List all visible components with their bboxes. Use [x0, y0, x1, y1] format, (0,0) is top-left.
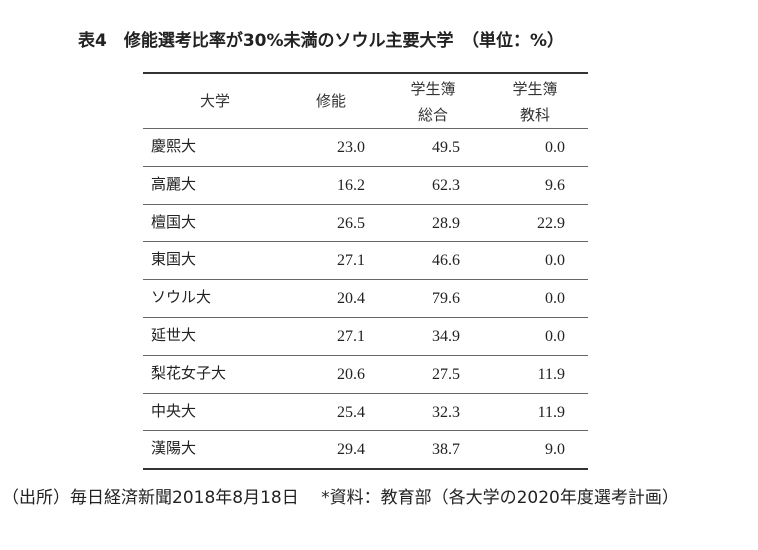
header-cell: 教科	[519, 106, 550, 124]
value-cell: 0.0	[545, 290, 565, 308]
header-rule	[143, 128, 588, 129]
value-cell: 26.5	[337, 214, 365, 232]
university-name: 漢陽大	[151, 439, 197, 458]
row-rule	[143, 165, 588, 167]
value-cell: 11.9	[537, 403, 565, 421]
university-name: 高麗大	[151, 174, 197, 193]
row-rule	[143, 354, 588, 356]
value-cell: 11.9	[537, 365, 565, 383]
value-cell: 0.0	[545, 252, 565, 270]
value-cell: 27.1	[337, 328, 365, 345]
value-cell: 34.9	[432, 328, 460, 345]
row-rule	[143, 279, 588, 281]
value-cell: 29.4	[337, 441, 365, 459]
university-name: ソウル大	[151, 288, 212, 307]
row-rule	[143, 430, 588, 432]
header-cell: 学生簿	[512, 80, 558, 98]
university-name: 梨花女子大	[151, 363, 227, 382]
row-rule	[143, 203, 588, 205]
value-cell: 46.6	[432, 252, 460, 270]
header-cell: 修能	[315, 92, 346, 110]
university-name: 中央大	[151, 401, 197, 420]
value-cell: 38.7	[432, 441, 460, 459]
value-cell: 20.4	[337, 290, 365, 308]
value-cell: 25.4	[337, 403, 365, 421]
header-cell: 総合	[417, 106, 448, 124]
value-cell: 16.2	[337, 176, 365, 194]
value-cell: 27.1	[337, 252, 365, 270]
value-cell: 49.5	[432, 139, 460, 156]
university-name: 東国大	[151, 250, 197, 269]
row-rule	[143, 317, 588, 318]
row-rule	[143, 468, 588, 471]
value-cell: 0.0	[545, 328, 565, 345]
university-name: 慶熙大	[151, 137, 197, 155]
value-cell: 22.9	[537, 214, 565, 232]
value-cell: 79.6	[432, 290, 460, 308]
value-cell: 9.0	[545, 441, 565, 459]
university-name: 檀国大	[151, 212, 197, 231]
value-cell: 23.0	[337, 139, 365, 156]
table-title: 表4 修能選考比率が30%未満のソウル主要大学 （単位：%）	[78, 31, 565, 51]
footnote: （出所）毎日経済新聞2018年8月18日 *資料：教育部（各大学の2020年度選…	[2, 488, 679, 508]
university-name: 延世大	[151, 326, 197, 344]
value-cell: 27.5	[432, 365, 460, 383]
header-cell: 学生簿	[410, 80, 456, 98]
value-cell: 28.9	[432, 214, 460, 232]
value-cell: 0.0	[545, 139, 565, 156]
row-rule	[143, 392, 588, 394]
value-cell: 62.3	[432, 176, 460, 194]
value-cell: 20.6	[337, 365, 365, 383]
value-cell: 32.3	[432, 403, 460, 421]
header-cell: 大学	[199, 92, 230, 110]
top-rule	[143, 72, 588, 74]
value-cell: 9.6	[545, 176, 565, 194]
row-rule	[143, 241, 588, 243]
